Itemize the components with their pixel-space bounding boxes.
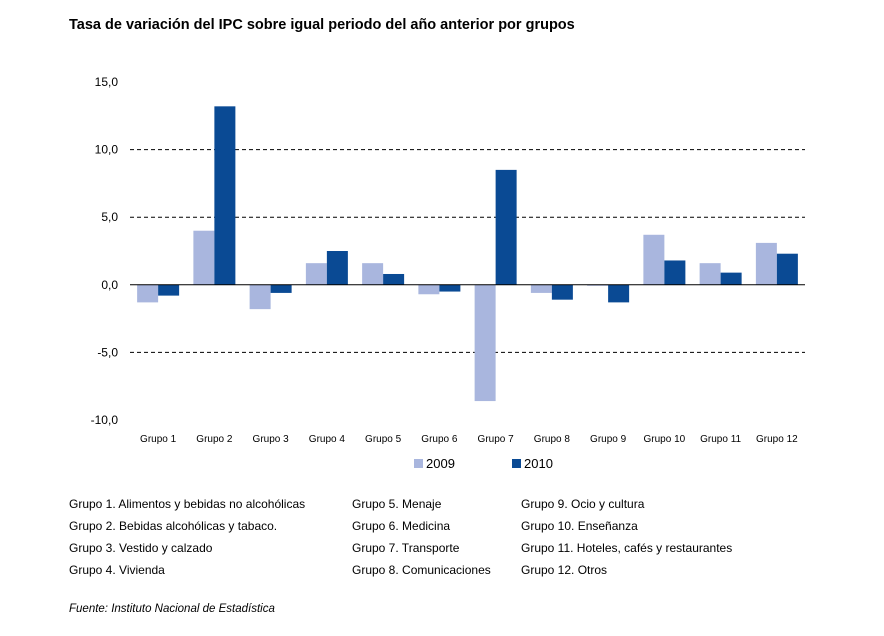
bar-2009-grupo-4 [305,263,327,285]
x-category-label: Grupo 7 [478,434,515,445]
bar-2010-grupo-2 [214,106,236,285]
labels: -10,0 -5,0 0,0 5,0 10,0 15,0 Grupo 1 Grupo 2 Gru… [91,75,799,445]
y-tick-label: -5,0 [97,345,118,359]
note-grupo-1: Grupo 1. Alimentos y bebidas no alcohóli… [69,497,306,511]
bar-2009-grupo-10 [643,234,665,285]
legend-label-2009: 2009 [426,456,455,471]
bar-2010-grupo-10 [664,260,686,285]
legend: 2009 2010 [414,456,553,471]
bar-2010-grupo-12 [776,253,798,285]
note-grupo-7: Grupo 7. Transporte [352,541,460,555]
bar-2010-grupo-6 [439,284,461,292]
legend-swatch-2009 [414,459,423,468]
bar-2010-grupo-9 [608,284,630,303]
bar-2009-grupo-11 [699,263,721,285]
x-category-label: Grupo 1 [140,434,177,445]
bar-2010-grupo-7 [495,169,517,285]
x-category-label: Grupo 2 [196,434,233,445]
y-tick-label: 10,0 [95,143,119,157]
note-grupo-5: Grupo 5. Menaje [352,497,442,511]
bar-2010-grupo-1 [158,284,180,296]
x-category-label: Grupo 11 [700,434,741,445]
x-category-label: Grupo 9 [590,434,627,445]
note-grupo-2: Grupo 2. Bebidas alcohólicas y tabaco. [69,519,278,533]
bar-2009-grupo-12 [755,242,777,285]
legend-swatch-2010 [512,459,521,468]
x-category-label: Grupo 12 [756,434,798,445]
note-grupo-12: Grupo 12. Otros [521,563,608,577]
bar-2009-grupo-2 [193,230,215,285]
notes-column-1: Grupo 1. Alimentos y bebidas no alcohóli… [69,493,305,581]
bar-2010-grupo-8 [551,284,573,300]
gridlines [130,149,805,353]
y-tick-label: 5,0 [101,210,118,224]
y-tick-label: 0,0 [101,278,118,292]
bar-2009-grupo-3 [249,284,271,310]
bars [137,106,798,402]
note-grupo-11: Grupo 11. Hoteles, cafés y restaurantes [521,541,733,555]
bar-2010-grupo-4 [326,251,348,285]
bar-2010-grupo-3 [270,284,292,293]
bar-chart: -10,0 -5,0 0,0 5,0 10,0 15,0 Grupo 1 Grupo 2 Gru… [91,75,805,471]
bar-2009-grupo-6 [418,284,440,295]
note-grupo-8: Grupo 8. Comunicaciones [352,563,491,577]
notes-column-3: Grupo 9. Ocio y cultura Grupo 10. Enseña… [521,493,732,581]
note-grupo-3: Grupo 3. Vestido y calzado [69,541,213,555]
note-grupo-10: Grupo 10. Enseñanza [521,519,638,533]
legend-label-2010: 2010 [524,456,553,471]
bar-2009-grupo-1 [137,284,159,303]
y-tick-label: 15,0 [95,75,119,89]
x-category-label: Grupo 8 [534,434,571,445]
x-category-label: Grupo 4 [309,434,346,445]
y-tick-label: -10,0 [91,413,119,427]
x-category-label: Grupo 6 [421,434,458,445]
chart-title: Tasa de variación del IPC sobre igual pe… [69,17,575,33]
bar-2009-grupo-7 [474,284,496,402]
note-grupo-4: Grupo 4. Vivienda [69,563,165,577]
bar-2009-grupo-8 [530,284,552,293]
bar-2009-grupo-5 [362,263,384,285]
source-note: Fuente: Instituto Nacional de Estadístic… [69,603,275,615]
x-category-label: Grupo 10 [644,434,686,445]
bar-2010-grupo-11 [720,272,742,285]
note-grupo-9: Grupo 9. Ocio y cultura [521,497,645,511]
bar-2010-grupo-5 [383,273,405,285]
note-grupo-6: Grupo 6. Medicina [352,519,451,533]
x-category-label: Grupo 5 [365,434,402,445]
notes-column-2: Grupo 5. Menaje Grupo 6. Medicina Grupo … [352,493,491,581]
x-category-label: Grupo 3 [253,434,290,445]
